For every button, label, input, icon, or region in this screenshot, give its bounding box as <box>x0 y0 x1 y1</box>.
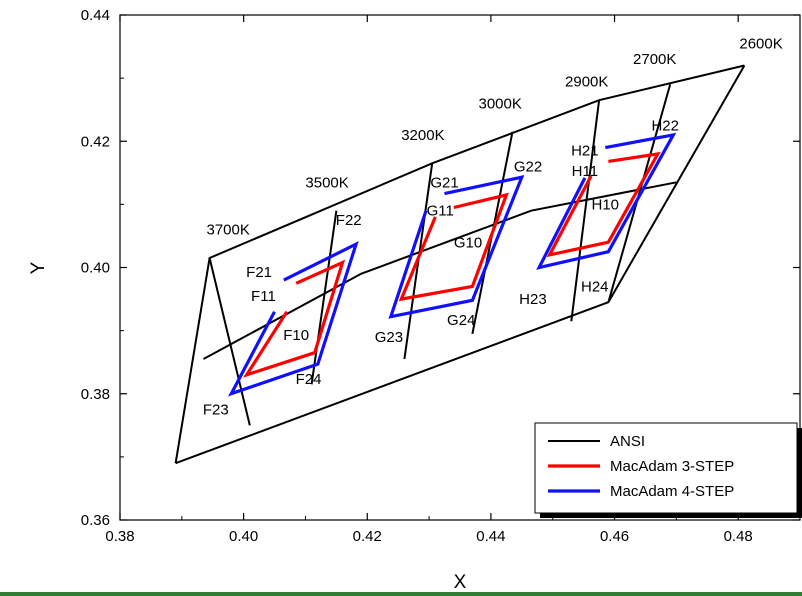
labels-layer: 3700K 3500K 3200K 3000K 2900K 2700K 2600K F21 F1… <box>203 35 783 418</box>
y-tick-label-2: 0.40 <box>81 260 110 277</box>
series-2-segment-2 <box>536 132 677 270</box>
x-axis-title: X <box>454 572 467 593</box>
cct-label-2700K: 2700K <box>633 51 676 68</box>
cct-label-3200K: 3200K <box>401 127 444 144</box>
legend-label-1: MacAdam 3-STEP <box>610 458 734 475</box>
bin-label-G10: G10 <box>454 234 482 251</box>
cct-label-2600K: 2600K <box>739 35 782 52</box>
x-tick-label-1: 0.40 <box>229 528 258 545</box>
bin-label-H11: H11 <box>572 163 598 180</box>
bin-label-H22: H22 <box>651 117 679 134</box>
cct-label-3000K: 3000K <box>478 95 521 112</box>
legend-box <box>534 422 798 514</box>
bin-label-F22: F22 <box>336 212 362 229</box>
y-axis-title: Y <box>28 261 49 274</box>
cct-label-2900K: 2900K <box>565 73 608 90</box>
bin-label-H23: H23 <box>519 291 547 308</box>
series-1-segment-0 <box>242 259 346 378</box>
bin-label-H24: H24 <box>581 278 609 295</box>
bin-label-F10: F10 <box>283 327 309 344</box>
x-tick-label-5: 0.48 <box>724 528 753 545</box>
bin-label-G21: G21 <box>430 174 458 191</box>
series-1-segment-1 <box>398 192 509 302</box>
bin-label-H10: H10 <box>592 196 620 213</box>
x-tick-label-4: 0.46 <box>600 528 629 545</box>
bottom-strip <box>0 592 802 596</box>
legend: ANSI MacAdam 3-STEP MacAdam 4-STEP <box>534 422 802 518</box>
legend-label-0: ANSI <box>610 433 645 450</box>
bin-label-H21: H21 <box>571 143 599 160</box>
series-1-segment-2 <box>546 151 661 258</box>
bin-label-G24: G24 <box>447 312 475 329</box>
x-tick-label-0: 0.38 <box>105 528 134 545</box>
bin-label-F23: F23 <box>203 402 229 419</box>
series-layer <box>174 64 746 465</box>
axes-layer: 0.38 0.40 0.42 0.44 0.46 0.480.360.380.400.42… <box>81 7 800 545</box>
series-2-segment-0 <box>228 240 359 397</box>
cct-label-3500K: 3500K <box>305 174 348 191</box>
bin-label-F11: F11 <box>251 288 276 305</box>
series-0-segment-3 <box>208 257 251 426</box>
y-tick-label-4: 0.44 <box>81 7 110 24</box>
legend-label-2: MacAdam 4-STEP <box>610 483 734 500</box>
y-tick-label-0: 0.36 <box>81 512 110 529</box>
series-2-segment-1 <box>388 175 525 319</box>
x-tick-label-2: 0.42 <box>353 528 382 545</box>
y-tick-label-3: 0.42 <box>81 133 110 150</box>
cct-label-3700K: 3700K <box>206 222 249 239</box>
series-0-segment-4 <box>310 210 338 385</box>
series-0-segment-7 <box>570 100 601 322</box>
bin-label-F24: F24 <box>296 371 322 388</box>
x-tick-label-3: 0.44 <box>476 528 505 545</box>
bin-label-G22: G22 <box>514 159 542 176</box>
bin-label-G11: G11 <box>427 203 454 220</box>
bin-label-F21: F21 <box>246 264 272 281</box>
bin-label-G23: G23 <box>375 329 403 346</box>
y-tick-label-1: 0.38 <box>81 386 110 403</box>
